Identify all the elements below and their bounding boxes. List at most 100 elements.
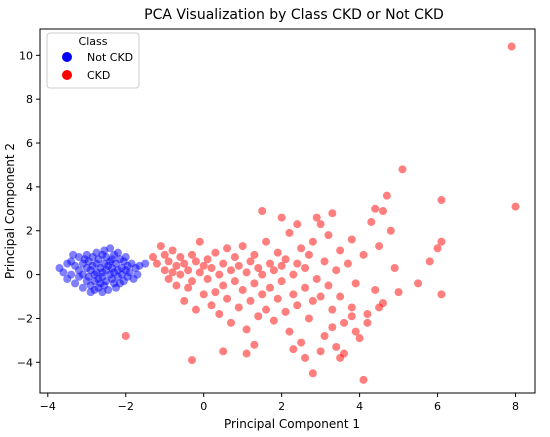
- point-ckd: [320, 257, 329, 266]
- point-ckd: [226, 266, 235, 275]
- point-ckd: [285, 327, 294, 336]
- point-ckd: [340, 318, 349, 327]
- point-ckd: [281, 307, 290, 316]
- point-ckd: [289, 345, 298, 354]
- point-ckd: [320, 331, 329, 340]
- point-ckd: [242, 349, 251, 358]
- point-ckd: [184, 266, 193, 275]
- point-not-ckd: [133, 270, 142, 279]
- y-tick-label: 4: [26, 181, 33, 194]
- point-ckd: [250, 279, 259, 288]
- point-ckd: [355, 334, 364, 343]
- point-not-ckd: [69, 250, 78, 259]
- point-ckd: [254, 312, 263, 321]
- point-ckd: [293, 259, 302, 268]
- point-ckd: [230, 253, 239, 262]
- point-ckd: [199, 261, 208, 270]
- point-ckd: [347, 312, 356, 321]
- point-ckd: [332, 266, 341, 275]
- point-ckd: [371, 285, 380, 294]
- point-ckd: [308, 369, 317, 378]
- point-ckd: [328, 305, 337, 314]
- point-ckd: [160, 266, 169, 275]
- point-ckd: [351, 327, 360, 336]
- point-ckd: [199, 290, 208, 299]
- point-ckd: [351, 279, 360, 288]
- point-ckd: [293, 301, 302, 310]
- point-ckd: [242, 268, 251, 277]
- point-ckd: [328, 323, 337, 332]
- point-ckd: [188, 250, 197, 259]
- point-not-ckd: [71, 279, 80, 288]
- point-ckd: [273, 248, 282, 257]
- point-ckd: [390, 264, 399, 273]
- y-tick-label: 2: [26, 225, 33, 238]
- point-ckd: [250, 340, 259, 349]
- y-axis: −4 −2 0 2 4 6 8 10: [17, 49, 40, 369]
- point-ckd: [234, 303, 243, 312]
- point-ckd: [219, 347, 228, 356]
- point-ckd: [211, 248, 220, 257]
- point-ckd: [340, 349, 349, 358]
- point-ckd: [367, 217, 376, 226]
- legend-title: Class: [79, 35, 108, 48]
- legend-label-ckd: CKD: [87, 69, 110, 82]
- point-ckd: [394, 288, 403, 297]
- point-not-ckd: [125, 268, 134, 277]
- point-ckd: [215, 270, 224, 279]
- point-ckd: [250, 250, 259, 259]
- point-ckd: [437, 290, 446, 299]
- point-ckd: [172, 261, 181, 270]
- point-ckd: [262, 305, 271, 314]
- point-ckd: [180, 296, 189, 305]
- point-ckd: [164, 274, 173, 283]
- point-ckd: [269, 316, 278, 325]
- x-tick-label: 0: [200, 400, 207, 413]
- point-not-ckd: [113, 248, 122, 257]
- point-ckd: [308, 237, 317, 246]
- point-ckd: [195, 237, 204, 246]
- point-not-ckd: [90, 285, 99, 294]
- y-tick-label: 8: [26, 93, 33, 106]
- point-ckd: [207, 301, 216, 310]
- point-ckd: [164, 257, 173, 266]
- point-ckd: [363, 318, 372, 327]
- point-ckd: [191, 257, 200, 266]
- point-not-ckd: [141, 259, 150, 268]
- point-ckd: [375, 303, 384, 312]
- y-tick-label: −4: [17, 356, 33, 369]
- point-ckd: [414, 279, 423, 288]
- point-ckd: [289, 270, 298, 279]
- point-ckd: [332, 342, 341, 351]
- point-ckd: [316, 220, 325, 229]
- point-ckd: [265, 283, 274, 292]
- point-ckd: [238, 242, 247, 251]
- point-ckd: [242, 325, 251, 334]
- point-ckd: [188, 356, 197, 365]
- point-ckd: [359, 375, 368, 384]
- x-axis-label: Principal Component 1: [224, 417, 360, 431]
- point-ckd: [437, 237, 446, 246]
- point-ckd: [304, 250, 313, 259]
- point-ckd: [382, 191, 391, 200]
- point-ckd: [312, 274, 321, 283]
- point-ckd: [219, 259, 228, 268]
- point-ckd: [336, 292, 345, 301]
- y-tick-label: −2: [17, 312, 33, 325]
- point-ckd: [293, 220, 302, 229]
- point-ckd: [347, 303, 356, 312]
- y-axis-label: Principal Component 2: [3, 143, 17, 279]
- point-ckd: [168, 246, 177, 255]
- point-ckd: [289, 290, 298, 299]
- point-ckd: [398, 165, 407, 174]
- x-tick-label: −4: [40, 400, 56, 413]
- point-ckd: [258, 290, 267, 299]
- legend-label-not-ckd: Not CKD: [87, 51, 133, 64]
- point-ckd: [172, 281, 181, 290]
- point-ckd: [226, 318, 235, 327]
- legend: Class Not CKD CKD: [46, 32, 140, 89]
- x-tick-label: 2: [278, 400, 285, 413]
- point-ckd: [203, 255, 212, 264]
- point-ckd: [265, 259, 274, 268]
